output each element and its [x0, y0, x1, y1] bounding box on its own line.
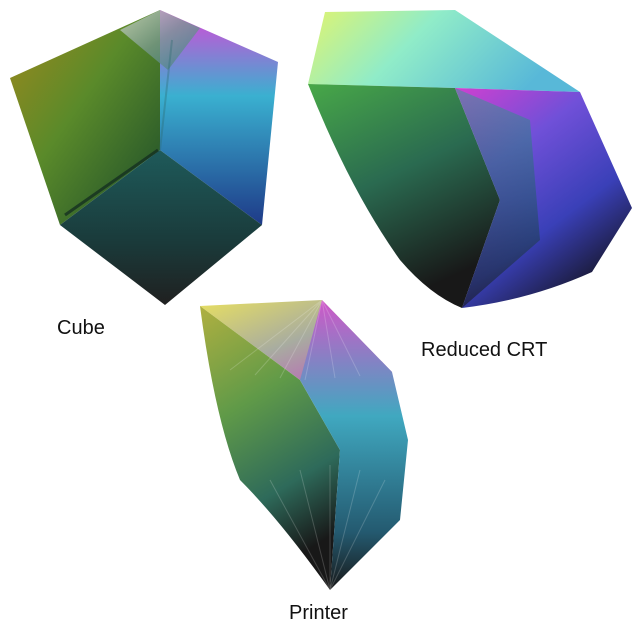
crt-left-face	[308, 84, 500, 308]
printer-right-face	[300, 300, 408, 590]
printer-gamut	[200, 299, 408, 591]
cube-bottom-face	[60, 150, 262, 305]
reduced-crt-gamut	[308, 10, 632, 308]
cube-top-highlight	[120, 10, 200, 70]
cube-right-face	[160, 10, 278, 225]
cube-edge-line-right	[159, 39, 173, 151]
cube-left-face	[10, 10, 160, 225]
cube-gamut	[10, 10, 278, 305]
cube-edge-line	[64, 148, 159, 217]
printer-pleats	[229, 299, 386, 591]
crt-middle-band	[455, 88, 540, 308]
cube-caption: Cube	[57, 317, 105, 339]
printer-caption: Printer	[289, 602, 348, 624]
reduced-crt-caption: Reduced CRT	[421, 339, 548, 361]
printer-left-face	[200, 306, 340, 590]
crt-top-face	[308, 10, 580, 92]
